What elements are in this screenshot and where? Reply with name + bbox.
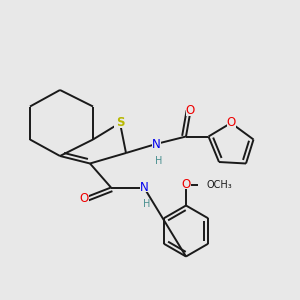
Bar: [182, 180, 190, 189]
Text: O: O: [226, 116, 236, 130]
Text: N: N: [140, 181, 148, 194]
Bar: [198, 180, 216, 189]
Text: H: H: [155, 155, 163, 166]
Bar: [226, 118, 236, 127]
Bar: [152, 140, 160, 148]
Bar: [80, 194, 88, 202]
Bar: [114, 118, 126, 127]
Bar: [186, 106, 195, 116]
Text: O: O: [182, 178, 190, 191]
Text: S: S: [116, 116, 124, 130]
Text: O: O: [80, 191, 88, 205]
Text: N: N: [152, 137, 160, 151]
Text: H: H: [143, 199, 151, 209]
Bar: [140, 183, 148, 192]
Text: O: O: [186, 104, 195, 118]
Text: OCH₃: OCH₃: [207, 179, 233, 190]
